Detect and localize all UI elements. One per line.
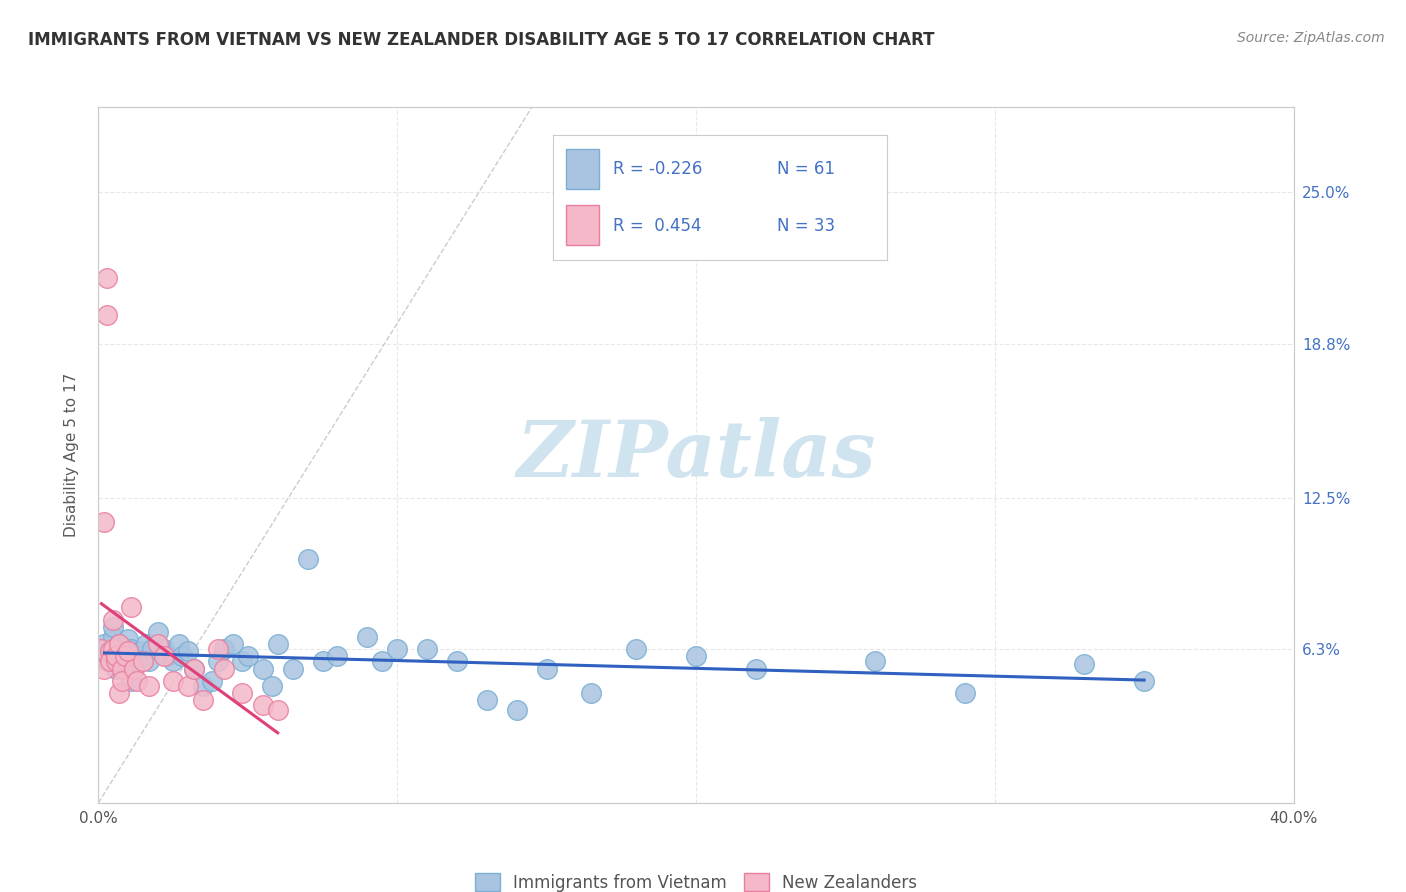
Point — [105, 654, 128, 668]
Point — [371, 654, 394, 668]
Point — [167, 637, 190, 651]
Point — [446, 654, 468, 668]
Point — [536, 661, 558, 675]
Point — [222, 637, 245, 651]
Point — [132, 649, 155, 664]
Point — [114, 661, 136, 675]
Point — [98, 644, 122, 658]
Point — [236, 649, 259, 664]
Text: Source: ZipAtlas.com: Source: ZipAtlas.com — [1237, 31, 1385, 45]
Point — [260, 679, 283, 693]
Point — [326, 649, 349, 664]
Point — [212, 642, 235, 657]
Point — [191, 679, 214, 693]
Point — [475, 693, 498, 707]
Point — [191, 693, 214, 707]
Point — [177, 679, 200, 693]
Point — [141, 642, 163, 657]
Point — [103, 630, 125, 644]
Point — [201, 673, 224, 688]
Point — [132, 654, 155, 668]
Legend: Immigrants from Vietnam, New Zealanders: Immigrants from Vietnam, New Zealanders — [468, 867, 924, 892]
Point — [103, 613, 125, 627]
Point — [153, 642, 176, 657]
Point — [90, 642, 112, 657]
Point — [297, 551, 319, 566]
Point — [1133, 673, 1156, 688]
Point — [98, 644, 122, 658]
Point — [127, 673, 149, 688]
Point — [267, 703, 290, 717]
Point — [416, 642, 439, 657]
Point — [114, 649, 136, 664]
Point — [111, 644, 134, 658]
Point — [148, 637, 170, 651]
Point — [177, 644, 200, 658]
Point — [138, 654, 160, 668]
Point — [117, 632, 139, 647]
Point — [231, 686, 253, 700]
Point — [138, 679, 160, 693]
Point — [231, 654, 253, 668]
Point — [129, 644, 152, 658]
Text: ZIPatlas: ZIPatlas — [516, 417, 876, 493]
Point — [207, 654, 229, 668]
Point — [108, 686, 131, 700]
Point — [385, 642, 409, 657]
Point — [212, 661, 235, 675]
Point — [105, 649, 128, 664]
Point — [156, 649, 179, 664]
Point — [103, 642, 125, 657]
Point — [96, 654, 118, 668]
Point — [103, 620, 125, 634]
Point — [207, 642, 229, 657]
Point — [162, 673, 184, 688]
Point — [172, 649, 194, 664]
Point — [162, 654, 184, 668]
Point — [685, 649, 707, 664]
Point — [252, 661, 274, 675]
Point — [117, 654, 139, 668]
Point — [111, 661, 134, 675]
Point — [581, 686, 603, 700]
Point — [124, 654, 146, 668]
Point — [108, 637, 131, 651]
Point — [105, 649, 128, 664]
Point — [153, 649, 176, 664]
Text: IMMIGRANTS FROM VIETNAM VS NEW ZEALANDER DISABILITY AGE 5 TO 17 CORRELATION CHAR: IMMIGRANTS FROM VIETNAM VS NEW ZEALANDER… — [28, 31, 935, 49]
Point — [96, 271, 118, 285]
Point — [127, 649, 149, 664]
Point — [506, 703, 529, 717]
Point — [111, 673, 134, 688]
Point — [1073, 657, 1095, 671]
Point — [311, 654, 333, 668]
Point — [252, 698, 274, 713]
Point — [93, 661, 115, 675]
Point — [114, 649, 136, 664]
Point — [183, 661, 205, 675]
Point — [93, 515, 115, 529]
Point — [96, 308, 118, 322]
Point — [120, 600, 142, 615]
Point — [953, 686, 976, 700]
Point — [281, 661, 304, 675]
Point — [183, 661, 205, 675]
Point — [865, 654, 887, 668]
Point — [108, 654, 131, 668]
Point — [626, 642, 648, 657]
Y-axis label: Disability Age 5 to 17: Disability Age 5 to 17 — [65, 373, 79, 537]
Point — [135, 637, 157, 651]
Point — [356, 630, 378, 644]
Point — [117, 644, 139, 658]
Point — [120, 673, 142, 688]
Point — [267, 637, 290, 651]
Point — [124, 661, 146, 675]
Point — [745, 661, 768, 675]
Point — [148, 624, 170, 639]
Point — [98, 654, 122, 668]
Point — [120, 642, 142, 657]
Point — [108, 637, 131, 651]
Point — [105, 661, 128, 675]
Point — [93, 637, 115, 651]
